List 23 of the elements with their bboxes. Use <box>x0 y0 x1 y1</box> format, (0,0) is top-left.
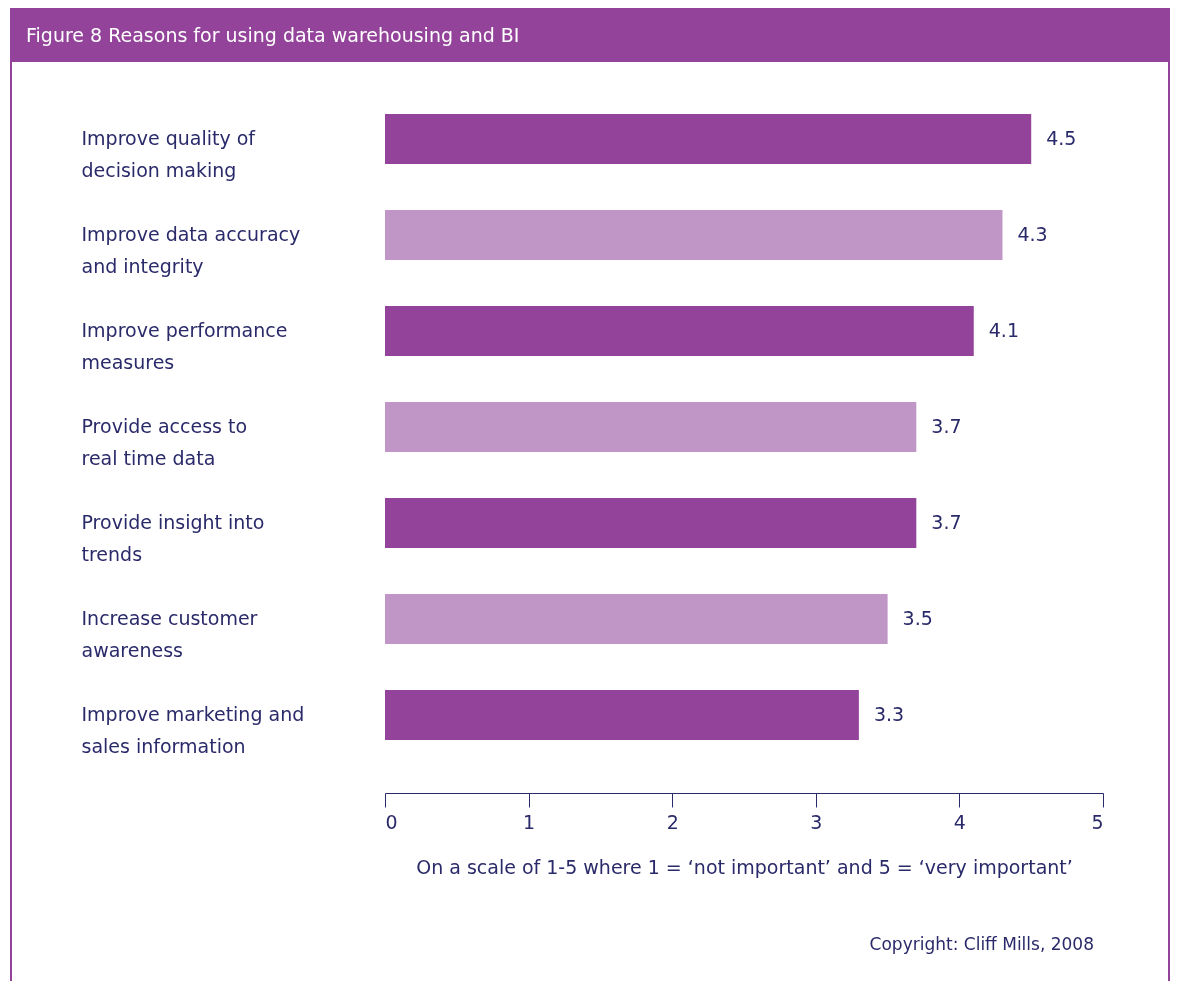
data-label: 3.7 <box>931 511 962 533</box>
y-tick-label: Improve quality of decision making <box>81 127 257 181</box>
data-label: 4.3 <box>1017 223 1048 245</box>
data-label: 4.5 <box>1046 127 1077 149</box>
x-tick-label: 0 <box>385 810 398 833</box>
chart-title: Figure 8 Reasons for using data warehousing and BI <box>12 8 1168 62</box>
y-tick-label: Improve marketing and sales information <box>81 703 305 757</box>
y-tick-label: Improve data accuracy and integrity <box>81 223 301 277</box>
x-tick-label: 5 <box>1091 810 1104 833</box>
x-tick-label: 2 <box>666 810 679 833</box>
data-label: 3.3 <box>873 703 905 725</box>
y-tick-label: Provide insight into trends <box>81 511 265 565</box>
x-tick-label: 1 <box>523 810 536 833</box>
data-label: 3.7 <box>931 415 962 437</box>
y-tick-label: Provide access to real time data <box>81 415 248 469</box>
x-tick-label: 4 <box>953 810 966 833</box>
data-label: 4.1 <box>988 319 1019 341</box>
text: Copyright: Cliff Mills, 2008 <box>869 933 1094 956</box>
data-label: 3.5 <box>902 607 933 629</box>
y-tick-label: Increase customer awareness <box>81 607 258 661</box>
x-tick-label: 3 <box>810 810 823 833</box>
x-axis-title: On a scale of 1-5 where 1 = ‘not important’ and 5 = ‘very important’ <box>416 855 1073 878</box>
y-tick-label: Improve performance measures <box>81 319 288 373</box>
